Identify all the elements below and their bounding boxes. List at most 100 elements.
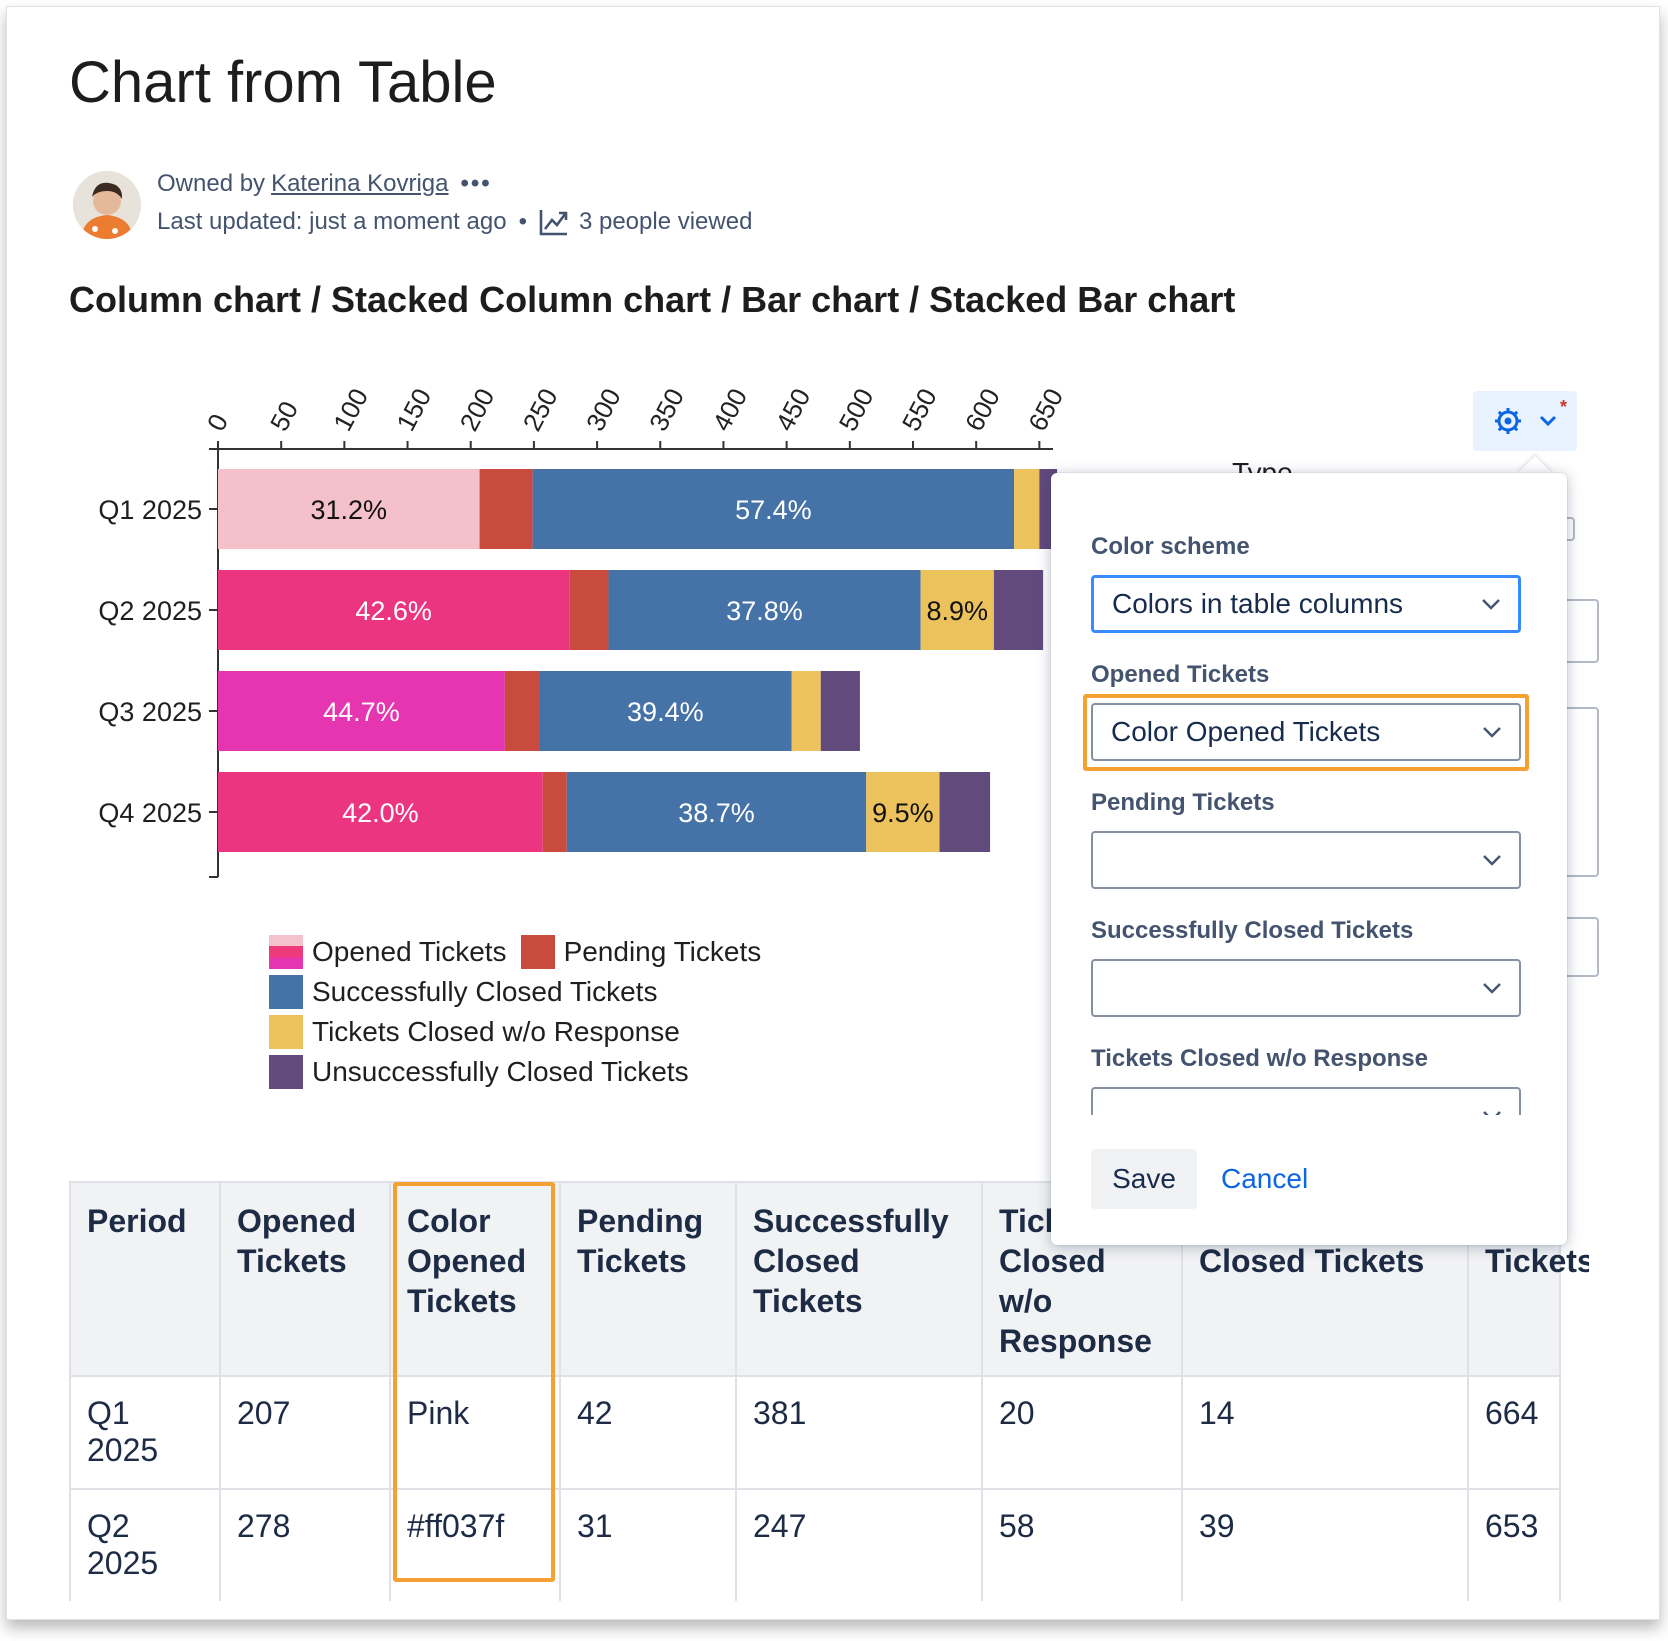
successfully-closed-label: Successfully Closed Tickets: [1091, 917, 1414, 944]
color-scheme-select[interactable]: Colors in table columns: [1091, 575, 1521, 633]
header-color-opened-tickets[interactable]: Color Opened Tickets: [389, 1181, 561, 1377]
header-successfully-closed[interactable]: Successfully Closed Tickets: [735, 1181, 983, 1377]
color-settings-popup: Color scheme Colors in table columns Ope…: [1051, 473, 1567, 1245]
data-table-container: Period Opened Tickets Color Opened Ticke…: [69, 1181, 1589, 1601]
data-label: 42.6%: [355, 596, 432, 626]
x-tick-label: 400: [706, 383, 753, 435]
bar-segment: [569, 570, 609, 650]
bar-segment: [532, 469, 1015, 549]
chevron-down-icon: [1482, 599, 1500, 610]
bar-segment: [479, 469, 533, 549]
legend-label-noresponse: Tickets Closed w/o Response: [312, 1016, 680, 1047]
table-cell[interactable]: Q1 2025: [69, 1375, 221, 1490]
bar-segment: [866, 772, 940, 852]
color-scheme-label: Color scheme: [1091, 533, 1250, 560]
more-actions-icon[interactable]: •••: [460, 170, 492, 197]
opened-tickets-label: Opened Tickets: [1091, 661, 1270, 688]
table-cell[interactable]: Q2 2025: [69, 1488, 221, 1601]
chevron-down-icon: [1483, 1111, 1501, 1115]
data-label: 37.8%: [726, 596, 803, 626]
table-cell[interactable]: 278: [219, 1488, 391, 1601]
legend-swatch-opened: [269, 935, 303, 969]
table-cell[interactable]: 58: [981, 1488, 1183, 1601]
closed-wo-response-select[interactable]: [1091, 1087, 1521, 1115]
opened-tickets-select[interactable]: Color Opened Tickets: [1091, 703, 1521, 761]
successfully-closed-select[interactable]: [1091, 959, 1521, 1017]
table-header-row: Period Opened Tickets Color Opened Ticke…: [69, 1181, 1589, 1377]
y-tick-label: Q4 2025: [98, 798, 202, 828]
table-cell[interactable]: 247: [735, 1488, 983, 1601]
table-cell[interactable]: 31: [559, 1488, 737, 1601]
header-opened-tickets[interactable]: Opened Tickets: [219, 1181, 391, 1377]
data-label: 31.2%: [311, 495, 388, 525]
chevron-down-icon: [1539, 415, 1557, 427]
owner-avatar[interactable]: [73, 171, 141, 239]
owner-name-link[interactable]: Katerina Kovriga: [271, 170, 449, 197]
chevron-down-icon: [1483, 727, 1501, 738]
owner-line: Owned by Katerina Kovriga •••: [157, 170, 492, 198]
views-count[interactable]: 3 people viewed: [578, 208, 753, 235]
chevron-down-icon: [1483, 855, 1501, 866]
table-cell[interactable]: 381: [735, 1375, 983, 1490]
header-period[interactable]: Period: [69, 1181, 221, 1377]
data-label: 57.4%: [735, 495, 812, 525]
legend-item-successful[interactable]: Successfully Closed Tickets: [269, 975, 657, 1009]
avatar-image: [73, 171, 141, 239]
legend-label-successful: Successfully Closed Tickets: [312, 976, 658, 1007]
bar-segment: [1014, 469, 1040, 549]
gear-icon: [1495, 408, 1521, 434]
table-cell[interactable]: #ff037f: [389, 1488, 561, 1601]
bar-segment: [218, 671, 505, 751]
table-cell[interactable]: 653: [1467, 1488, 1561, 1601]
legend-item-unsuccessful[interactable]: Unsuccessfully Closed Tickets: [269, 1055, 689, 1089]
table-cell[interactable]: 39: [1181, 1488, 1469, 1601]
stacked-bar-chart: 0 50 100 150 200 250 300 350 400 450 500 550 600 650 Q…: [98, 383, 1069, 878]
x-tick-label: 300: [580, 383, 627, 435]
analytics-icon[interactable]: [539, 208, 569, 236]
y-tick-label: Q1 2025: [98, 495, 202, 525]
pending-tickets-select[interactable]: [1091, 831, 1521, 889]
x-tick-label: 0: [201, 409, 234, 436]
owner-prefix: Owned by: [157, 170, 266, 197]
bar-segment: [542, 772, 567, 852]
legend-item-pending[interactable]: Pending Tickets: [520, 935, 761, 969]
bar-segment: [608, 570, 921, 650]
table-cell[interactable]: 14: [1181, 1375, 1469, 1490]
legend-item-noresponse[interactable]: Tickets Closed w/o Response: [269, 1015, 680, 1049]
table-cell[interactable]: Pink: [389, 1375, 561, 1490]
bar-segment: [993, 570, 1044, 650]
x-tick-label: 250: [517, 383, 564, 435]
table-cell[interactable]: 42: [559, 1375, 737, 1490]
data-table: Period Opened Tickets Color Opened Ticke…: [69, 1181, 1589, 1601]
x-tick-label: 550: [896, 383, 943, 435]
save-button[interactable]: Save: [1091, 1149, 1197, 1209]
data-label: 39.4%: [627, 697, 704, 727]
table-cell[interactable]: 664: [1467, 1375, 1561, 1490]
required-asterisk-icon: *: [1559, 397, 1567, 417]
x-tick-label: 650: [1022, 383, 1069, 435]
chart-legend: Opened Tickets Pending Tickets Successfu…: [269, 932, 775, 1092]
x-tick-label: 500: [833, 383, 880, 435]
header-pending-tickets[interactable]: Pending Tickets: [559, 1181, 737, 1377]
x-tick-label: 600: [959, 383, 1006, 435]
data-label: 42.0%: [342, 798, 419, 828]
data-label: 8.9%: [926, 596, 988, 626]
cancel-button[interactable]: Cancel: [1221, 1163, 1309, 1194]
popup-scroll-area[interactable]: Color scheme Colors in table columns Ope…: [1051, 473, 1567, 1115]
bar-segment: [218, 570, 570, 650]
bar-segment: [939, 772, 991, 852]
bar-segment: [791, 671, 821, 751]
table-cell[interactable]: 20: [981, 1375, 1183, 1490]
x-tick-label: 200: [454, 383, 501, 435]
table-cell[interactable]: 207: [219, 1375, 391, 1490]
bar-segment: [920, 570, 994, 650]
table-row: Q2 2025 278 #ff037f 31 247 58 39 653: [69, 1488, 1561, 1601]
x-tick-label: 100: [327, 383, 374, 435]
legend-item-opened[interactable]: Opened Tickets: [269, 935, 507, 969]
bar-segment: [218, 469, 480, 549]
chart-settings-button[interactable]: *: [1473, 391, 1577, 451]
bar-segment: [504, 671, 539, 751]
bar-segment: [820, 671, 860, 751]
last-updated: Last updated: just a moment ago: [157, 208, 507, 235]
y-tick-label: Q3 2025: [98, 697, 202, 727]
